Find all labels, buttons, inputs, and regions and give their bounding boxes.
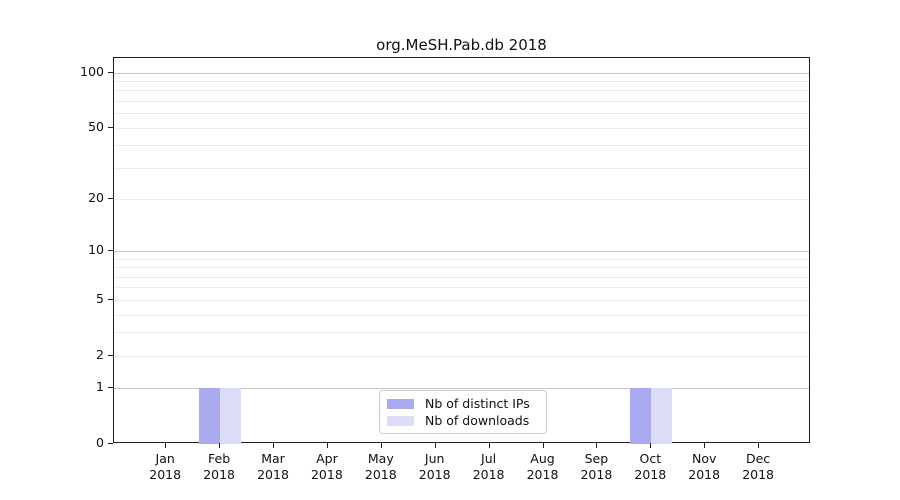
gridline-minor <box>114 299 809 301</box>
y-tick <box>108 250 113 251</box>
y-tick-label: 20 <box>88 190 104 205</box>
x-tick-label: Sep 2018 <box>580 451 613 482</box>
x-tick <box>434 443 436 448</box>
plot-area: Nb of distinct IPs Nb of downloads <box>113 57 810 444</box>
legend-item-distinct-ips: Nb of distinct IPs <box>387 396 539 411</box>
legend-swatch-downloads <box>387 415 414 426</box>
y-tick-label: 5 <box>96 290 104 306</box>
x-tick-label: Nov 2018 <box>688 451 721 482</box>
y-tick <box>108 198 113 199</box>
x-tick-label: Feb 2018 <box>203 451 235 482</box>
x-tick-label: Apr 2018 <box>310 451 343 482</box>
gridline-minor <box>114 167 809 169</box>
y-tick-label: 10 <box>88 242 104 257</box>
y-tick-label: 2 <box>96 346 104 362</box>
chart-title: org.MeSH.Pab.db 2018 <box>376 36 547 54</box>
legend-label-downloads: Nb of downloads <box>425 413 530 428</box>
x-tick <box>704 443 706 448</box>
y-tick <box>108 354 113 356</box>
gridline-minor <box>114 145 809 147</box>
gridline-minor <box>114 287 809 289</box>
x-tick <box>326 443 328 448</box>
x-tick <box>219 443 221 448</box>
legend: Nb of distinct IPs Nb of downloads <box>379 390 547 434</box>
gridline-minor <box>114 258 809 260</box>
x-tick-label: Jan 2018 <box>149 451 182 482</box>
x-tick <box>596 443 598 448</box>
x-tick-label: Aug 2018 <box>526 451 559 482</box>
legend-label-distinct-ips: Nb of distinct IPs <box>425 396 530 411</box>
y-tick-label: 1 <box>96 379 104 395</box>
x-tick <box>542 443 544 448</box>
x-tick-label: May 2018 <box>364 451 397 482</box>
y-tick <box>108 126 113 128</box>
x-tick-label: Dec 2018 <box>742 451 774 482</box>
gridline-major <box>114 72 809 74</box>
bar-distinct-ips <box>630 388 652 444</box>
y-tick <box>108 71 113 73</box>
gridline-major <box>114 251 809 252</box>
x-tick-label: Jun 2018 <box>418 451 451 482</box>
gridline-minor <box>114 332 809 334</box>
gridline-minor <box>114 100 809 102</box>
gridline-minor <box>114 199 809 200</box>
x-tick <box>380 443 382 448</box>
x-tick <box>273 443 274 448</box>
y-tick-label: 100 <box>80 63 104 79</box>
x-tick <box>488 443 490 448</box>
gridline-minor <box>114 90 809 92</box>
bar-distinct-ips <box>199 388 221 444</box>
x-tick-label: Jul 2018 <box>472 451 505 482</box>
gridline-minor <box>114 113 809 115</box>
legend-swatch-distinct-ips <box>387 398 414 409</box>
gridline-minor <box>114 355 809 357</box>
y-tick <box>108 298 113 300</box>
y-tick-label: 0 <box>96 435 104 450</box>
gridline-minor <box>114 80 809 82</box>
y-tick <box>108 443 113 444</box>
x-tick <box>758 443 760 448</box>
y-tick-label: 50 <box>88 118 104 134</box>
gridline-minor <box>114 127 809 129</box>
gridline-minor <box>114 276 809 278</box>
gridline-minor <box>114 267 809 269</box>
bar-downloads <box>220 388 242 444</box>
y-tick <box>108 387 113 389</box>
x-tick-label: Oct 2018 <box>634 451 667 482</box>
bar-downloads <box>651 388 673 444</box>
x-tick-label: Mar 2018 <box>257 451 289 482</box>
gridline-minor <box>114 314 809 316</box>
gridline-major <box>114 388 809 390</box>
x-tick <box>650 443 652 448</box>
legend-item-downloads: Nb of downloads <box>387 413 539 428</box>
x-tick <box>165 443 167 448</box>
